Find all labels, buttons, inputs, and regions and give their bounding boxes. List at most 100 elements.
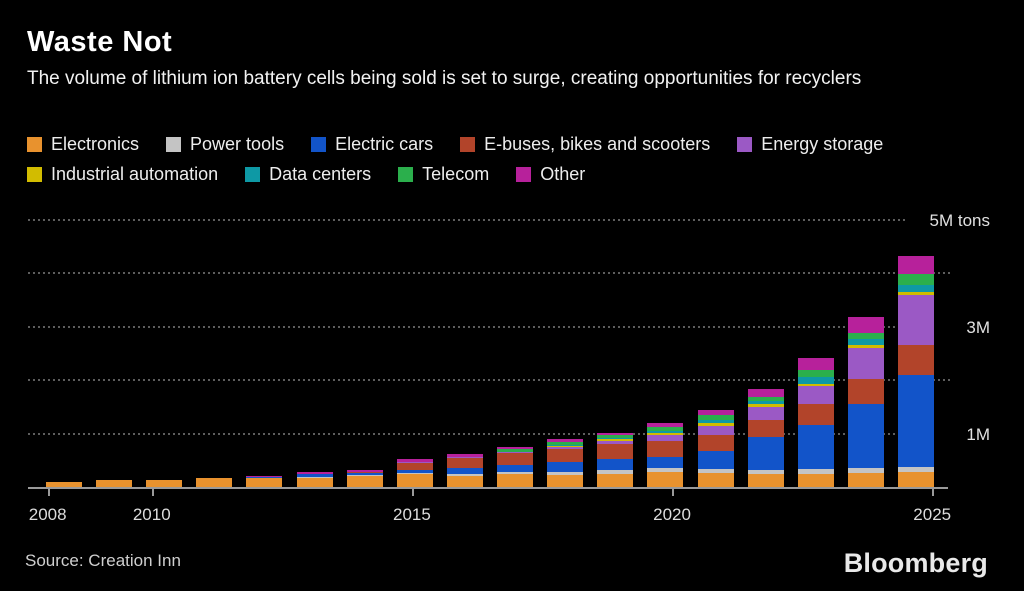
legend-swatch	[516, 167, 532, 182]
legend-swatch	[398, 167, 414, 182]
x-axis-line	[28, 487, 948, 489]
bar-2015-electric-cars	[396, 469, 433, 474]
bar-2019-electric-cars	[597, 459, 634, 471]
bar-2025-industrial-automation	[898, 291, 935, 295]
bar-2018-e-buses-bikes-and-scooters	[547, 449, 584, 462]
legend-item: Telecom	[398, 164, 489, 185]
bar-2024-data-centers	[847, 338, 884, 345]
legend-label: E-buses, bikes and scooters	[484, 134, 711, 154]
bar-2021-energy-storage	[697, 425, 734, 435]
chart-legend: Electronics Power tools Electric cars E-bus…	[27, 134, 1007, 194]
legend-swatch	[27, 167, 42, 182]
bar-2018-data-centers	[547, 444, 584, 447]
bar-2023-electronics	[797, 473, 834, 487]
bar-2020-electronics	[647, 472, 684, 487]
x-axis-label-2020: 2020	[653, 505, 691, 524]
legend-label: Data centers	[269, 164, 372, 184]
bar-2024-electric-cars	[847, 403, 884, 469]
x-axis-label-2008: 2008	[28, 505, 67, 524]
bar-2014-e-buses-bikes-and-scooters	[346, 471, 383, 473]
x-axis-tick-2015	[411, 489, 414, 496]
bar-2022-electronics	[747, 473, 784, 487]
legend-item: Energy storage	[737, 134, 883, 155]
bar-2024-other	[847, 317, 884, 333]
bar-2017-telecom	[497, 449, 534, 452]
bar-2023-data-centers	[797, 376, 834, 385]
bar-2014-other	[346, 469, 383, 472]
legend-label: Electric cars	[335, 134, 434, 154]
bar-2019-telecom	[597, 435, 634, 438]
bar-2023-e-buses-bikes-and-scooters	[797, 403, 834, 425]
bar-2023-electric-cars	[797, 424, 834, 469]
bar-2017-other	[497, 446, 534, 450]
x-axis-tick-2025	[932, 489, 935, 496]
legend-label: Power tools	[190, 134, 285, 154]
bar-2015-energy-storage	[396, 461, 433, 464]
x-axis-tick-2020	[672, 489, 675, 496]
legend-swatch	[737, 137, 753, 152]
bar-2015-electronics	[396, 474, 433, 487]
bloomberg-logo: Bloomberg	[843, 548, 988, 578]
bar-2014-electric-cars	[346, 472, 383, 476]
bar-2024-power-tools	[847, 468, 884, 473]
bar-2018-industrial-automation	[547, 446, 584, 448]
bar-2013-electronics	[296, 476, 333, 487]
y-axis-label-1M: 1M	[966, 424, 990, 444]
bar-2016-e-buses-bikes-and-scooters	[446, 458, 483, 468]
legend-label: Electronics	[51, 134, 140, 154]
legend-item: Data centers	[245, 164, 371, 185]
bar-2025-energy-storage	[898, 294, 935, 345]
gridline-4M	[28, 272, 950, 275]
y-axis-label-3M: 3M	[966, 317, 990, 337]
bar-2025-electronics	[898, 471, 935, 487]
bar-2018-energy-storage	[547, 447, 584, 450]
bar-2011-electronics	[196, 477, 233, 487]
legend-item: Industrial automation	[27, 164, 218, 185]
bar-2013-other	[296, 472, 333, 474]
bar-2022-energy-storage	[747, 406, 784, 421]
legend-item: Power tools	[166, 134, 284, 155]
bar-2024-electronics	[847, 472, 884, 487]
bar-2009-electronics	[96, 480, 133, 487]
x-axis-tick-2010	[151, 489, 154, 496]
bar-2016-other	[446, 454, 483, 457]
x-axis-label-2025: 2025	[913, 505, 952, 524]
source-text: Source: Creation Inn	[25, 551, 181, 570]
bar-2023-telecom	[797, 369, 834, 377]
bar-2023-industrial-automation	[797, 384, 834, 387]
legend-swatch	[166, 137, 182, 152]
bar-2025-other	[898, 255, 935, 275]
bar-2021-e-buses-bikes-and-scooters	[697, 434, 734, 451]
bar-2020-industrial-automation	[647, 433, 684, 435]
legend-row-2: Industrial automation Data centers Telecom…	[27, 164, 1007, 185]
legend-item: Other	[516, 164, 585, 185]
bar-2021-other	[697, 409, 734, 415]
bar-2021-data-centers	[697, 419, 734, 423]
bar-2014-power-tools	[346, 475, 383, 476]
legend-label: Telecom	[422, 164, 490, 184]
y-axis-label-5M: 5M tons	[929, 211, 990, 230]
bar-2017-power-tools	[497, 471, 534, 475]
bar-2012-electric-cars	[246, 476, 283, 478]
bar-2012-electronics	[246, 477, 283, 487]
bar-2023-power-tools	[797, 468, 834, 474]
bar-2018-power-tools	[547, 472, 584, 475]
bar-2015-power-tools	[396, 473, 433, 475]
legend-swatch	[460, 137, 476, 152]
bar-2024-industrial-automation	[847, 344, 884, 348]
legend-label: Other	[540, 164, 586, 184]
legend-swatch	[311, 137, 327, 152]
gridline-5M	[28, 219, 908, 221]
x-axis-label-2010: 2010	[132, 505, 171, 524]
bar-2017-electronics	[497, 474, 534, 487]
legend-row-1: Electronics Power tools Electric cars E-bus…	[27, 134, 1007, 155]
legend-item: E-buses, bikes and scooters	[460, 134, 710, 155]
bar-2021-electric-cars	[697, 450, 734, 469]
bar-2024-energy-storage	[847, 347, 884, 379]
bar-2016-energy-storage	[446, 456, 483, 459]
bar-2023-other	[797, 357, 834, 370]
legend-item: Electronics	[27, 134, 139, 155]
legend-label: Energy storage	[761, 134, 884, 154]
bar-2025-electric-cars	[898, 374, 935, 468]
bar-2020-energy-storage	[647, 434, 684, 441]
